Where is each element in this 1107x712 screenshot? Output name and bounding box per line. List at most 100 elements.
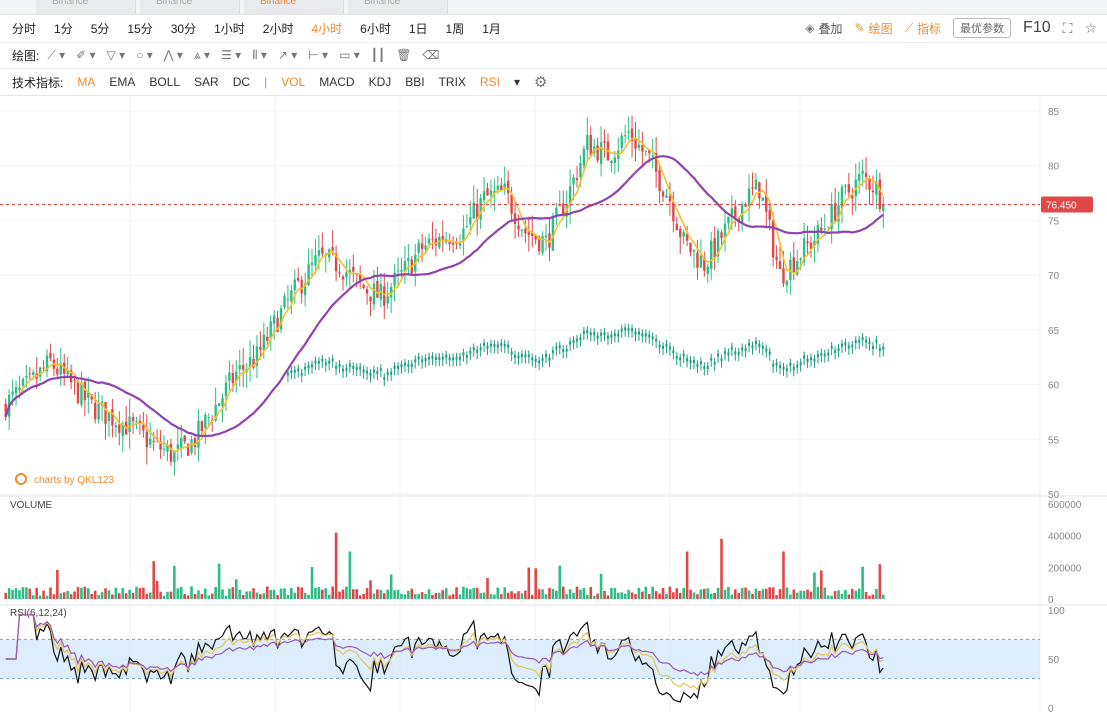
candle-body: [87, 392, 90, 398]
candle-body: [166, 445, 169, 452]
volume-bar: [692, 592, 696, 599]
comment-tool-icon[interactable]: ▭ ▾: [339, 48, 360, 62]
indicator-kdj[interactable]: KDJ: [368, 75, 392, 89]
volume-bar: [499, 594, 503, 599]
period-1d[interactable]: 1日: [408, 21, 428, 36]
line-tool-icon[interactable]: ⟋ ▾: [47, 47, 66, 62]
period-5m[interactable]: 5分: [90, 21, 110, 36]
candle-body: [462, 228, 465, 242]
candle-body: [861, 170, 864, 174]
volume-bar: [83, 586, 87, 599]
indicator-rsi[interactable]: RSI: [479, 75, 500, 89]
volume-bar: [355, 589, 359, 599]
kline-chart[interactable]: 85 80 75 70 65 60 55 50 76.450 charts by QKL123 VO…: [0, 96, 1107, 712]
settings-gear-icon[interactable]: ⚙: [533, 74, 548, 91]
candle-body: [675, 223, 678, 230]
volume-bar: [269, 589, 273, 599]
rsi-band: [0, 639, 1040, 679]
period-1h[interactable]: 1小时: [214, 21, 245, 36]
indicator-button-label: 指标: [917, 21, 942, 36]
volume-bar: [740, 588, 744, 599]
candle-body: [623, 135, 627, 137]
indicator-dc[interactable]: DC: [232, 75, 251, 89]
draw-button[interactable]: ✎ 绘图: [855, 20, 893, 37]
fullscreen-icon[interactable]: ⛶: [1062, 19, 1073, 36]
f10-button[interactable]: F10: [1023, 19, 1051, 36]
eraser-icon[interactable]: ⌫: [422, 48, 440, 62]
candle-body: [837, 205, 840, 222]
indicator-vol[interactable]: VOL: [281, 75, 306, 89]
period-1w[interactable]: 1周: [445, 21, 465, 36]
zigzag-tool-icon[interactable]: ⋀ ▾: [163, 48, 183, 62]
period-1mo[interactable]: 1月: [482, 21, 501, 36]
measure-tool-icon[interactable]: ⊢ ▾: [308, 48, 329, 62]
volume-bar: [517, 591, 520, 599]
fib-tool-icon[interactable]: ☰ ▾: [221, 48, 242, 62]
volume-bar: [730, 594, 734, 599]
volume-bar: [751, 593, 754, 599]
pattern-tool-icon[interactable]: ⩓ ▾: [193, 47, 211, 62]
indicator-boll[interactable]: BOLL: [149, 75, 181, 89]
volume-bar: [754, 588, 758, 599]
volume-bar: [616, 592, 620, 599]
indicator-label: 技术指标:: [12, 75, 64, 90]
tab-exchange-2[interactable]: Binance: [140, 0, 240, 14]
volume-bar: [241, 594, 245, 599]
layers-icon: ◈: [805, 21, 815, 35]
volume-bar: [672, 592, 675, 599]
indicator-button[interactable]: ⟋ 指标: [905, 20, 941, 37]
price-tick-label: 55: [1048, 435, 1060, 446]
period-1m[interactable]: 1分: [54, 21, 73, 36]
tab-exchange-3[interactable]: Binance: [244, 0, 344, 14]
indicator-sar[interactable]: SAR: [194, 75, 219, 89]
candle-body: [809, 242, 813, 249]
candle-body: [152, 440, 155, 442]
period-2h[interactable]: 2小时: [262, 21, 294, 36]
tab-exchange-1[interactable]: Binance: [36, 0, 136, 14]
period-30m[interactable]: 30分: [170, 21, 197, 36]
triangle-tool-icon[interactable]: ▽ ▾: [106, 48, 126, 62]
trash-icon[interactable]: 🗑: [396, 48, 412, 62]
overlay-candle-body: [717, 353, 720, 357]
volume-bar: [80, 587, 83, 599]
overlay-candle-body: [386, 372, 389, 376]
overlay-candle-body: [837, 347, 840, 351]
volume-bar: [403, 594, 407, 599]
overlay-candle-body: [751, 345, 754, 349]
candle-body: [520, 229, 524, 231]
overlay-candle-body: [452, 357, 455, 361]
optimal-params-button[interactable]: 最优参数: [953, 18, 1012, 38]
star-icon[interactable]: ☆: [1084, 19, 1097, 36]
candle-body: [716, 230, 720, 257]
indicator-more-dropdown[interactable]: ▾: [513, 75, 520, 89]
volume-bar: [524, 590, 527, 599]
candle-body: [610, 160, 613, 164]
gann-tool-icon[interactable]: ⦀ ▾: [252, 47, 267, 62]
period-6h[interactable]: 6小时: [360, 21, 391, 36]
volume-bar: [413, 594, 417, 599]
circle-tool-icon[interactable]: ○ ▾: [136, 48, 153, 62]
indicator-trix[interactable]: TRIX: [438, 75, 466, 89]
volume-bar: [881, 594, 885, 599]
overlay-candle-body: [730, 346, 733, 350]
overlay-button[interactable]: ◈ 叠加: [805, 20, 842, 37]
indicator-macd[interactable]: MACD: [319, 75, 355, 89]
candle-body: [32, 372, 35, 375]
indicator-ema[interactable]: EMA: [109, 75, 136, 89]
candle-body: [317, 250, 321, 256]
bars-tool-icon[interactable]: ┃┃: [370, 48, 386, 62]
indicator-bbi[interactable]: BBI: [405, 75, 425, 89]
volume-bar: [868, 595, 871, 599]
draw-button-label: 绘图: [868, 21, 893, 36]
period-tick[interactable]: 分时: [12, 21, 37, 36]
brush-tool-icon[interactable]: ✐ ▾: [76, 48, 96, 62]
indicator-ma[interactable]: MA: [77, 75, 96, 89]
overlay-candle-body: [431, 356, 434, 360]
period-4h[interactable]: 4小时: [311, 21, 343, 36]
tab-exchange-4[interactable]: Binance: [348, 0, 448, 14]
candle-body: [668, 196, 672, 202]
volume-bar: [737, 592, 741, 599]
arrow-tool-icon[interactable]: ↗ ▾: [277, 48, 298, 62]
period-15m[interactable]: 15分: [127, 21, 153, 36]
candle-body: [269, 321, 272, 339]
